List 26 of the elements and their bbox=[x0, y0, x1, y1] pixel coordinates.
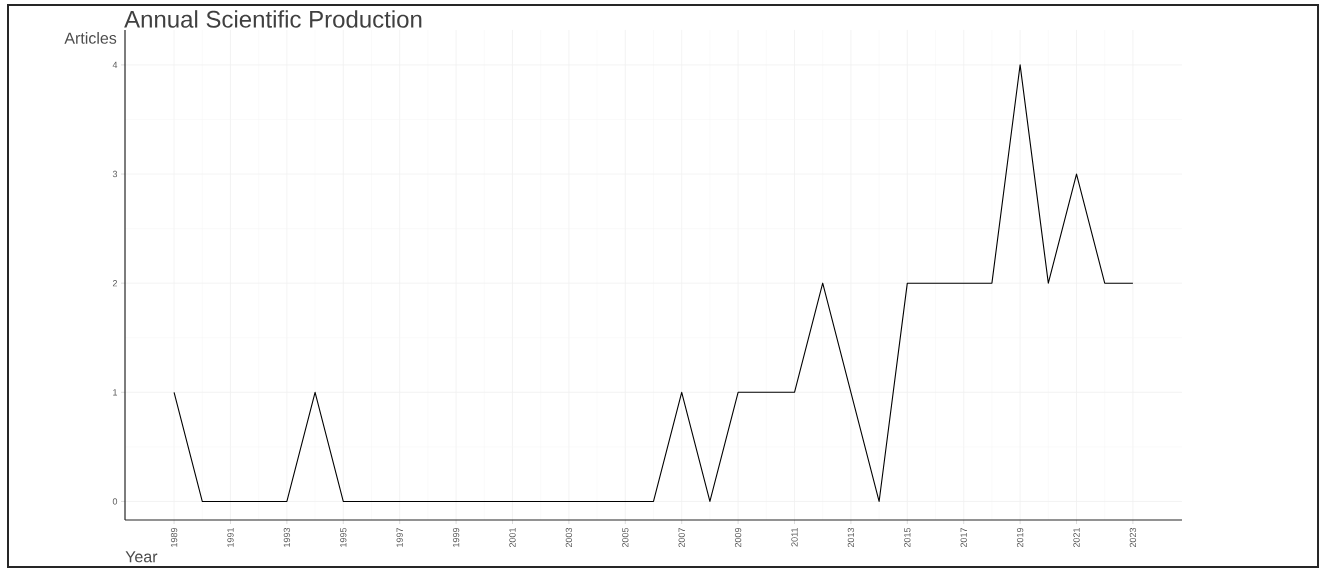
chart-title: Annual Scientific Production bbox=[124, 10, 422, 28]
x-tick-label: 2019 bbox=[1016, 527, 1024, 548]
x-tick-label: 2021 bbox=[1073, 527, 1080, 548]
x-axis-title: Year bbox=[125, 551, 158, 563]
x-tick-label: 2009 bbox=[734, 527, 742, 548]
x-tick-label: 1995 bbox=[340, 527, 347, 547]
x-tick-label: 2007 bbox=[678, 527, 685, 548]
y-tick-label: 0 bbox=[112, 498, 118, 505]
x-tick-label: 1993 bbox=[283, 527, 291, 547]
y-tick-label: 3 bbox=[112, 170, 118, 178]
x-tick-label: 2003 bbox=[565, 527, 573, 548]
y-tick-label: 1 bbox=[113, 389, 118, 396]
x-tick-label: 1997 bbox=[396, 527, 403, 547]
y-tick-label: 4 bbox=[112, 61, 118, 69]
y-axis-title: Articles bbox=[64, 32, 117, 44]
x-tick-label: 2011 bbox=[791, 527, 798, 547]
x-tick-label: 1991 bbox=[227, 527, 234, 547]
x-tick-label: 2001 bbox=[509, 527, 516, 548]
x-tick-label: 1999 bbox=[452, 527, 460, 547]
y-tick-label: 2 bbox=[112, 280, 118, 287]
x-tick-label: 2023 bbox=[1129, 527, 1137, 548]
x-tick-label: 2015 bbox=[904, 527, 911, 548]
x-tick-label: 1989 bbox=[170, 527, 178, 547]
x-tick-label: 2005 bbox=[622, 527, 629, 548]
x-tick-label: 2017 bbox=[960, 527, 967, 548]
x-tick-label: 2013 bbox=[847, 527, 855, 548]
